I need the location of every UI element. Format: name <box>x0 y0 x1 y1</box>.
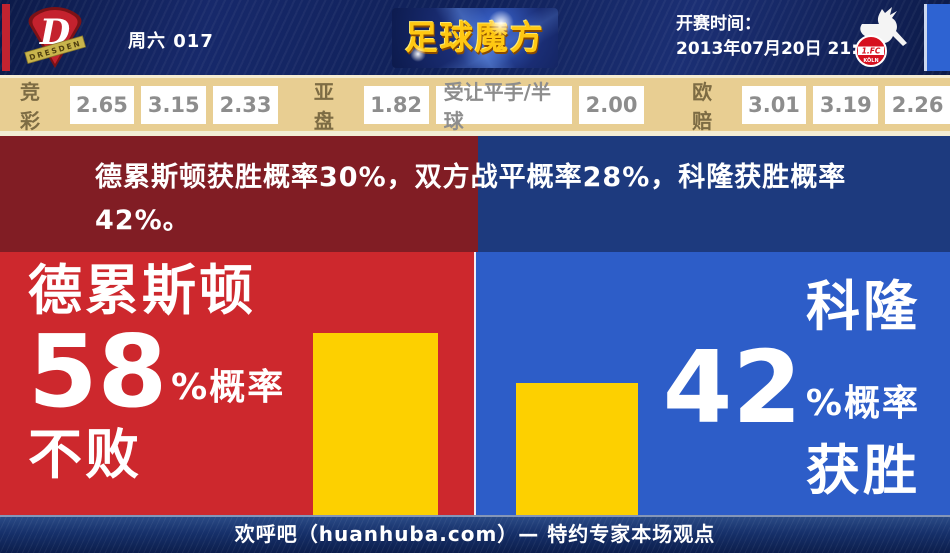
footer-text: 欢呼吧（huanhuba.com）— 特约专家本场观点 <box>234 522 716 546</box>
kickoff-time: 开赛时间： 2013年07月20日 21:30 <box>676 12 882 62</box>
odds-group-oupei: 欧赔 3.01 3.19 2.26 <box>692 76 950 134</box>
jingcai-draw-odds: 3.15 <box>141 85 207 124</box>
home-probability-value: 58 <box>28 313 168 430</box>
yapan-home-odds: 1.82 <box>363 85 429 124</box>
probability-chart: 德累斯顿 58 %概率 不败 科隆 42 %概率 获胜 <box>0 252 950 515</box>
header: D DRESDEN 周六 017 足球魔方 开赛时间： 2013年07月20日 … <box>0 0 950 75</box>
oupei-draw-odds: 3.19 <box>813 85 879 124</box>
away-probability-unit: %概率 <box>805 383 920 424</box>
yapan-label: 亚盘 <box>313 79 335 133</box>
jingcai-away-odds: 2.33 <box>213 85 278 124</box>
away-probability-bar <box>516 383 638 515</box>
odds-group-jingcai: 竞彩 2.65 3.15 2.33 <box>20 76 278 134</box>
brand-logo: 足球魔方 <box>392 8 558 68</box>
probability-summary-band: 德累斯顿获胜概率30%，双方战平概率28%，科隆获胜概率42%。 <box>0 136 950 252</box>
yapan-handicap: 受让平手/半球 <box>435 80 573 133</box>
kickoff-label: 开赛时间： <box>676 14 761 34</box>
koln-crest-line1: 1.FC <box>862 47 881 56</box>
oupei-home-odds: 3.01 <box>741 85 807 124</box>
summary-band-away-half <box>478 136 950 252</box>
home-probability-bar <box>313 333 438 515</box>
dynamo-dresden-crest-icon: D DRESDEN <box>24 7 86 68</box>
home-outcome-label: 不败 <box>28 423 142 486</box>
away-team-name: 科隆 <box>806 275 920 338</box>
brand-logo-text: 足球魔方 <box>405 18 545 57</box>
home-probability-unit: %概率 <box>171 367 286 408</box>
jingcai-label: 竞彩 <box>20 79 41 133</box>
footer: 欢呼吧（huanhuba.com）— 特约专家本场观点 <box>0 515 950 553</box>
match-code: 周六 017 <box>128 31 214 52</box>
panel-divider <box>474 252 476 515</box>
home-stat-block: 德累斯顿 58 %概率 不败 <box>28 260 285 486</box>
kickoff-datetime: 2013年07月20日 21:30 <box>676 39 882 59</box>
koln-crest-line2: KÖLN <box>863 57 878 64</box>
jingcai-home-odds: 2.65 <box>69 85 135 124</box>
away-stat-block: 科隆 42 %概率 获胜 <box>663 276 920 502</box>
home-team-name: 德累斯顿 <box>28 259 256 322</box>
sparkle-icon <box>488 10 514 36</box>
fc-koln-crest-icon: 1.FC KÖLN <box>855 7 907 67</box>
oupei-away-odds: 2.26 <box>885 85 950 124</box>
right-edge-stripe <box>924 4 950 71</box>
oupei-label: 欧赔 <box>692 79 714 133</box>
left-edge-stripe <box>2 4 10 71</box>
away-outcome-label: 获胜 <box>806 439 920 502</box>
odds-bar: 竞彩 2.65 3.15 2.33 亚盘 1.82 受让平手/半球 2.00 欧… <box>0 75 950 134</box>
summary-band-home-half <box>0 136 478 252</box>
yapan-away-odds: 2.00 <box>579 85 645 124</box>
probability-summary-text: 德累斯顿获胜概率30%，双方战平概率28%，科隆获胜概率42%。 <box>95 162 847 236</box>
away-probability-value: 42 <box>662 329 802 446</box>
odds-group-yapan: 亚盘 1.82 受让平手/半球 2.00 <box>313 76 645 134</box>
separator <box>0 131 950 136</box>
sparkle-icon <box>410 46 426 62</box>
